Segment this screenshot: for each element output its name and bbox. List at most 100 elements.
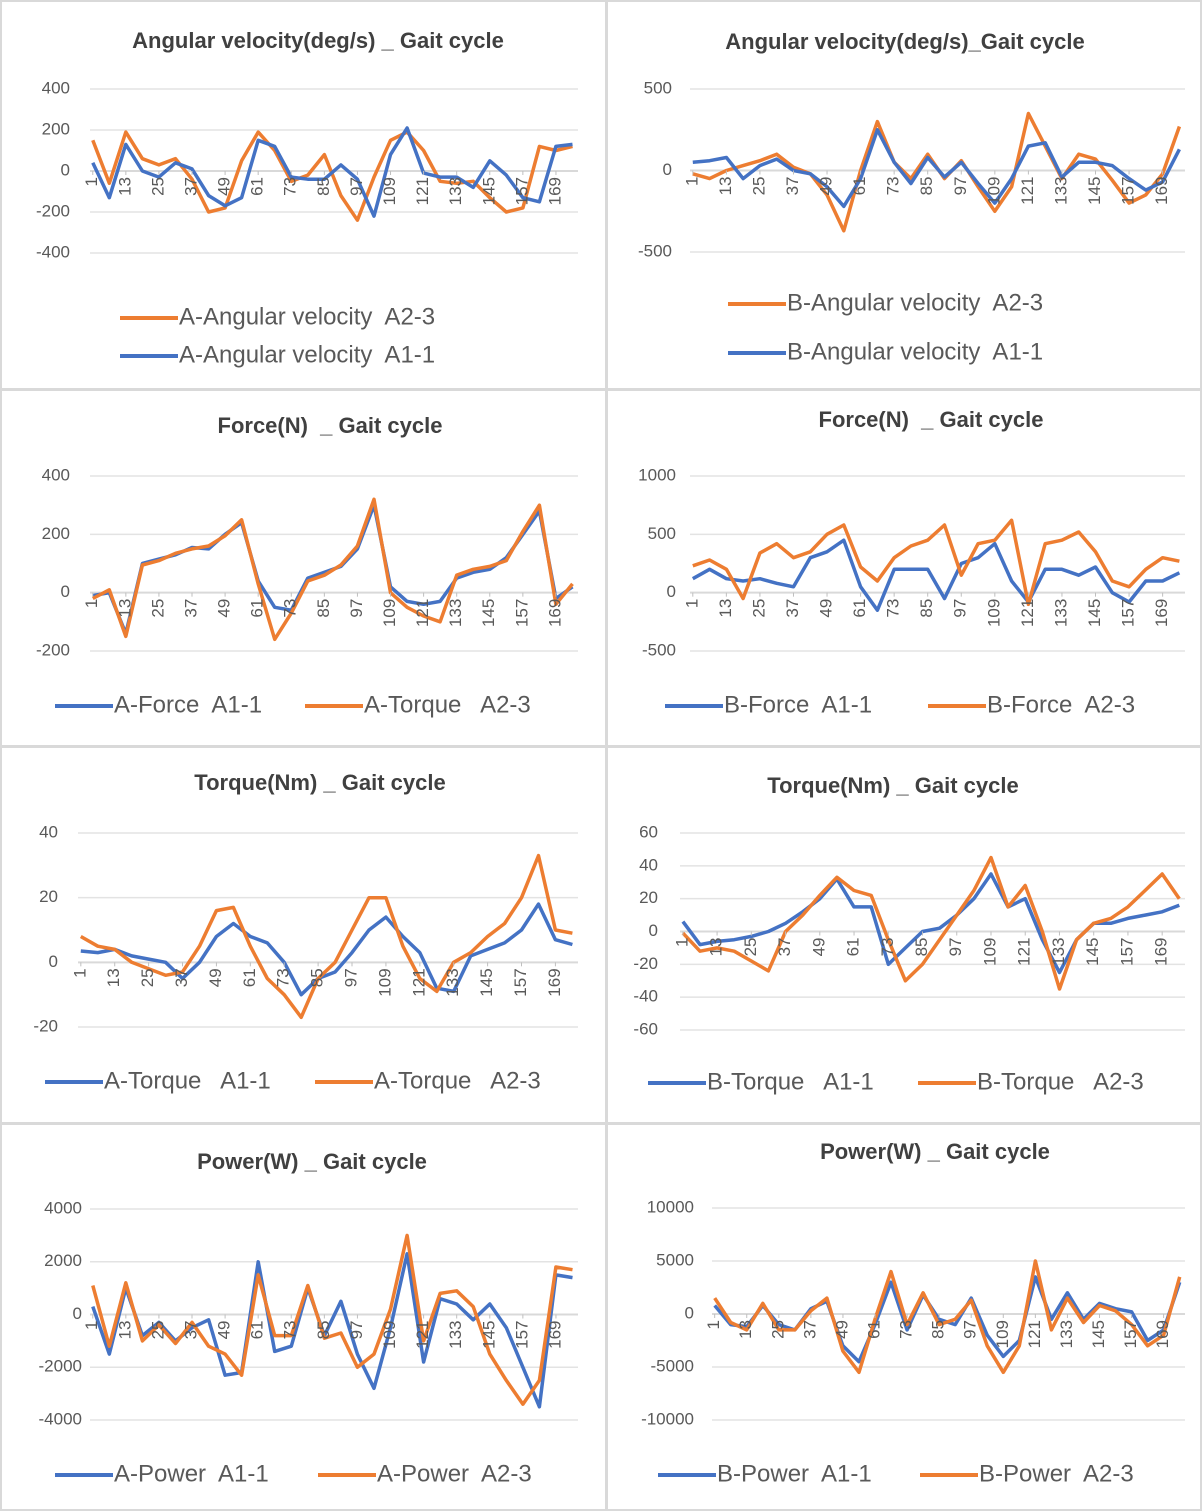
x-tick-label: 73 [897,1320,916,1339]
x-tick-label: 157 [1117,938,1136,966]
x-tick-label: 25 [741,938,760,957]
x-tick-label: 61 [248,177,267,196]
x-tick-label: 109 [380,177,399,205]
y-tick-label: 10000 [647,1197,694,1216]
y-tick-label: -500 [642,640,676,659]
chart-title: Force(N) _ Gait cycle [218,413,443,438]
x-tick-label: 13 [115,177,134,196]
x-tick-label: 49 [215,599,234,618]
y-tick-label: 200 [42,119,70,138]
x-tick-label: 1 [704,1320,723,1329]
x-tick-label: 133 [446,177,465,205]
data-line [713,1259,1182,1375]
x-tick-label: 121 [1018,599,1037,627]
x-tick-label: 61 [248,1321,267,1340]
y-tick-label: 400 [42,465,70,484]
x-tick-label: 97 [951,599,970,618]
data-line [91,126,573,218]
x-tick-label: 97 [946,938,965,957]
y-tick-label: 4000 [44,1198,82,1217]
legend-label: B-Angular velocity A2-3 [787,289,1043,316]
x-tick-label: 61 [850,599,869,618]
y-tick-label: -200 [36,640,70,659]
legend-label: B-Force A1-1 [724,691,872,718]
chart-title: Angular velocity(deg/s)_Gait cycle [725,29,1084,54]
chart-title: Angular velocity(deg/s) _ Gait cycle [132,28,504,53]
x-tick-label: 37 [775,938,794,957]
legend-label: B-Torque A2-3 [977,1068,1144,1095]
x-tick-label: 61 [850,177,869,196]
x-tick-label: 61 [240,968,259,987]
x-tick-label: 61 [248,599,267,618]
x-tick-label: 109 [993,1320,1012,1348]
x-tick-label: 133 [446,599,465,627]
legend-label: A-Power A2-3 [377,1460,532,1487]
x-tick-label: 85 [929,1320,948,1339]
legend-label: B-Power A2-3 [979,1460,1134,1487]
legend-label: A-Torque A1-1 [104,1067,271,1094]
chart-title: Power(W) _ Gait cycle [197,1149,427,1174]
y-tick-label: 0 [663,160,672,179]
x-tick-label: 49 [817,177,836,196]
x-tick-label: 157 [512,599,531,627]
y-tick-label: 20 [39,887,58,906]
x-tick-label: 121 [1015,938,1034,966]
x-tick-label: 25 [749,599,768,618]
y-tick-label: 40 [39,822,58,841]
x-tick-label: 121 [409,968,428,996]
x-tick-label: 37 [172,968,191,987]
x-tick-label: 169 [545,1321,564,1349]
y-tick-label: 1000 [638,465,676,484]
x-tick-label: 73 [884,177,903,196]
x-tick-label: 25 [768,1320,787,1339]
y-tick-label: 0 [685,1303,694,1322]
x-tick-label: 49 [809,938,828,957]
panel [608,2,1200,388]
x-tick-label: 13 [716,177,735,196]
panel [2,391,605,745]
x-tick-label: 1 [672,938,691,947]
x-tick-label: 145 [1089,1320,1108,1348]
y-tick-label: 5000 [656,1250,694,1269]
data-line [91,1233,573,1406]
y-tick-label: -40 [633,987,658,1006]
legend-label: A-Power A1-1 [114,1460,269,1487]
data-line [79,853,573,1020]
x-tick-label: 109 [984,177,1003,205]
y-tick-label: -200 [36,201,70,220]
x-tick-label: 97 [347,599,366,618]
x-tick-label: 49 [832,1320,851,1339]
x-tick-label: 25 [148,177,167,196]
x-tick-label: 25 [148,599,167,618]
data-line [692,518,1180,607]
x-tick-label: 73 [274,968,293,987]
x-tick-label: 37 [783,177,802,196]
x-tick-label: 109 [375,968,394,996]
y-tick-label: 2000 [44,1251,82,1270]
legend-label: B-Force A2-3 [987,691,1135,718]
y-tick-label: 60 [639,822,658,841]
legend-label: B-Power A1-1 [717,1460,872,1487]
data-line [692,128,1181,209]
x-tick-label: 121 [1025,1320,1044,1348]
x-tick-label: 37 [181,177,200,196]
x-tick-label: 157 [1121,1320,1140,1348]
x-tick-label: 145 [477,968,496,996]
data-line [691,538,1181,612]
x-tick-label: 1 [682,177,701,186]
chart-title: Torque(Nm) _ Gait cycle [194,770,445,795]
x-tick-label: 1 [82,177,101,186]
x-tick-label: 157 [512,1321,531,1349]
x-tick-label: 169 [1152,599,1171,627]
x-tick-label: 73 [281,599,300,618]
y-tick-label: 500 [648,524,676,543]
x-tick-label: 121 [413,1321,432,1349]
x-tick-label: 49 [817,599,836,618]
x-tick-label: 169 [545,599,564,627]
legend-label: B-Angular velocity A1-1 [787,338,1043,365]
panel [2,2,605,388]
x-tick-label: 157 [1119,599,1138,627]
data-line [91,130,573,222]
y-tick-label: -5000 [651,1356,694,1375]
x-tick-label: 85 [912,938,931,957]
